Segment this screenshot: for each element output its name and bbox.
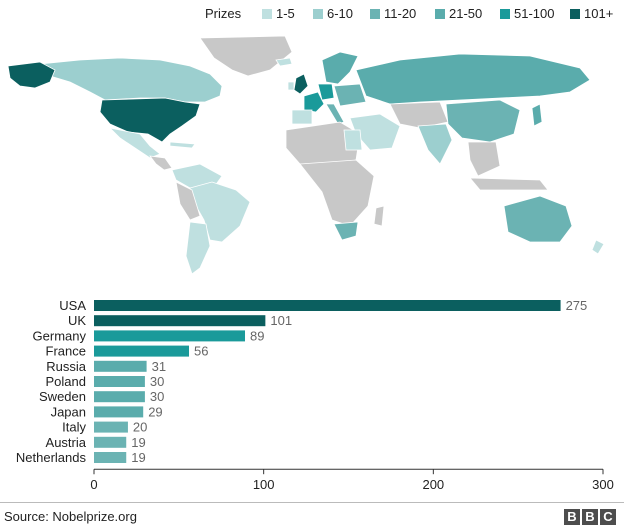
value-label: 20 (133, 420, 147, 435)
x-tick-label: 300 (592, 477, 614, 492)
category-label: Germany (33, 328, 87, 343)
map-region-caribbean (169, 141, 196, 149)
map-region-alaska (7, 61, 56, 89)
bar (94, 360, 147, 372)
map-region-central-africa (299, 159, 375, 227)
bar-layer: USA 275 UK 101 Germany 89 France 56 Russia 31 Pola… (16, 298, 587, 465)
legend-swatch (570, 9, 580, 19)
value-label: 101 (270, 313, 292, 328)
bar-chart: USA 275 UK 101 Germany 89 France 56 Russia 31 Pola… (16, 298, 614, 492)
map-region-japan (531, 103, 543, 127)
map-region-france (303, 91, 325, 113)
bbc-logo-letter: B (582, 509, 598, 525)
map-region-iceland (275, 57, 293, 67)
bar (94, 406, 144, 418)
map-legend: Prizes 1-5 6-10 11-20 21-50 51-100 101+ (0, 6, 624, 26)
map-region-ireland (287, 81, 295, 91)
x-tick-label: 200 (422, 477, 444, 492)
legend-swatch (370, 9, 380, 19)
map-region-iberia (291, 109, 313, 125)
legend-item: 101+ (570, 6, 613, 22)
x-axis: 0 100 200 300 (90, 468, 614, 492)
map-region-india (417, 123, 453, 165)
category-label: Russia (46, 359, 87, 374)
bar (94, 300, 561, 311)
legend-item: 6-10 (313, 6, 353, 22)
category-label: Poland (46, 374, 86, 389)
footer: Source: Nobelprize.org B B C (0, 502, 624, 530)
map-region-canada (39, 57, 223, 103)
value-label: 29 (148, 404, 162, 419)
legend-swatch (500, 9, 510, 19)
map-region-madagascar (373, 205, 385, 227)
bbc-logo-letter: C (600, 509, 616, 525)
map-region-new-zealand (591, 239, 605, 255)
bar (94, 391, 145, 403)
bar (94, 436, 127, 448)
world-map (7, 35, 605, 275)
map-region-south-africa (333, 221, 359, 241)
value-label: 31 (152, 359, 166, 374)
value-label: 30 (150, 389, 164, 404)
category-label: Japan (51, 404, 86, 419)
legend-swatch (262, 9, 272, 19)
x-tick-label: 0 (90, 477, 97, 492)
map-region-germany (317, 83, 335, 101)
bar (94, 330, 246, 342)
map-region-eastern-europe (333, 83, 367, 107)
category-label: UK (68, 313, 86, 328)
value-label: 19 (131, 435, 145, 450)
value-label: 56 (194, 344, 208, 359)
map-region-southeast-asia (467, 141, 501, 177)
category-label: Italy (62, 420, 86, 435)
map-region-brazil (189, 181, 251, 243)
bbc-logo-letter: B (564, 509, 580, 525)
legend-swatch (313, 9, 323, 19)
map-region-central-america (149, 155, 173, 171)
map-region-usa (99, 97, 201, 143)
map-region-russia (355, 53, 591, 105)
legend-item: 11-20 (370, 6, 416, 22)
map-region-argentina-chile (185, 221, 211, 275)
map-region-indonesia (469, 177, 549, 191)
map-region-egypt (343, 129, 363, 151)
legend-item: 21-50 (435, 6, 482, 22)
bbc-logo: B B C (564, 509, 616, 525)
category-label: Austria (46, 435, 87, 450)
source-note: Source: Nobelprize.org (4, 509, 137, 524)
value-label: 275 (566, 298, 588, 313)
map-region-australia (503, 195, 573, 243)
category-label: Netherlands (16, 450, 87, 465)
map-region-peru-bolivia (175, 181, 201, 221)
x-tick-label: 100 (253, 477, 275, 492)
map-region-mexico (108, 127, 161, 159)
bar (94, 345, 190, 357)
map-region-china (445, 99, 521, 143)
value-label: 19 (131, 450, 145, 465)
map-region-uk (293, 73, 309, 95)
legend-item: 51-100 (500, 6, 554, 22)
map-region-italy (325, 103, 345, 125)
map-region-scandinavia (321, 51, 359, 85)
value-label: 89 (250, 328, 264, 343)
value-label: 30 (150, 374, 164, 389)
legend-item: 1-5 (262, 6, 295, 22)
category-label: Sweden (39, 389, 86, 404)
map-region-greenland (199, 35, 293, 77)
bar (94, 421, 128, 433)
bar (94, 315, 266, 327)
bar (94, 376, 145, 387)
legend-title: Prizes (205, 6, 242, 21)
legend-swatch (435, 9, 445, 19)
category-label: France (46, 344, 86, 359)
bar (94, 452, 127, 463)
category-label: USA (59, 298, 86, 313)
